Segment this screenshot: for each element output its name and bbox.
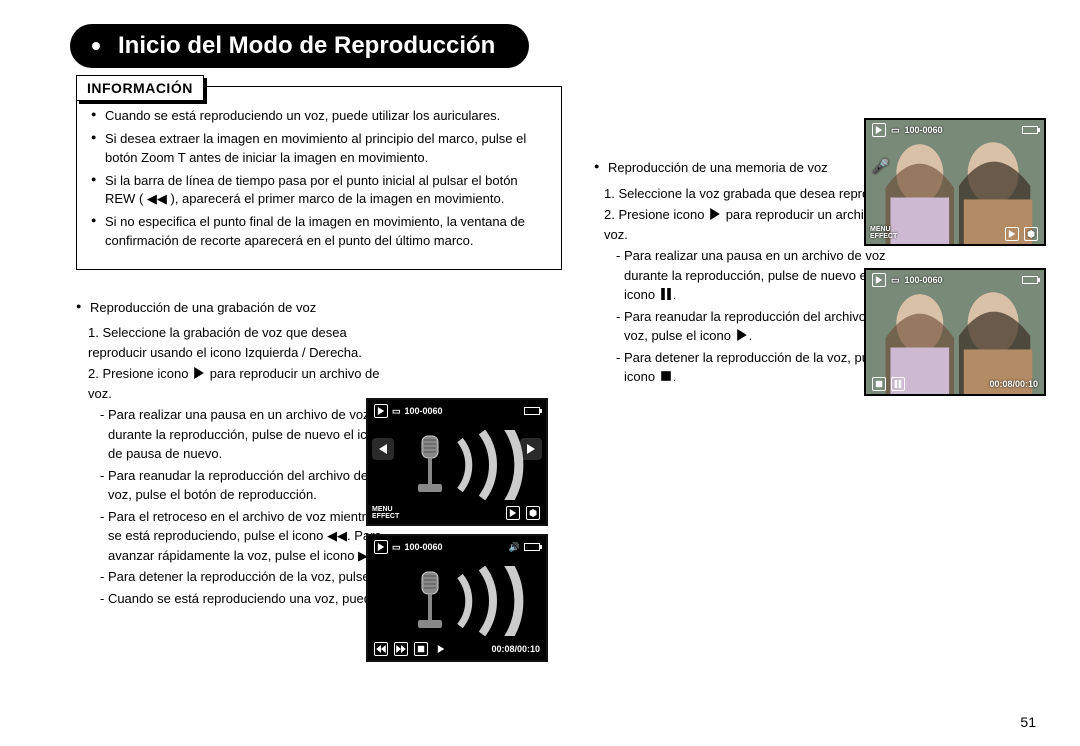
text: . bbox=[749, 328, 753, 343]
right-sub: - Para reanudar la reproducción del arch… bbox=[616, 307, 904, 346]
left-step-1: 1. Seleccione la grabación de voz que de… bbox=[88, 323, 388, 362]
page-number: 51 bbox=[1020, 714, 1036, 730]
lock-icon[interactable]: ⬢ bbox=[526, 506, 540, 520]
prev-icon[interactable] bbox=[372, 438, 394, 460]
card-icon: ▭ bbox=[891, 125, 900, 136]
right-sub: - Para realizar una pausa en un archivo … bbox=[616, 246, 904, 305]
lcd-photo-browse: ▭ 100-0060 🎤 MENUEFFECT ⬢ bbox=[864, 118, 1046, 246]
sound-waves-icon bbox=[452, 566, 542, 636]
text: 2. Presione icono bbox=[88, 366, 192, 381]
right-step-1: 1. Seleccione la voz grabada que desea r… bbox=[604, 184, 904, 204]
battery-icon bbox=[1022, 126, 1038, 134]
lcd-photo-playing: ▭ 100-0060 00:08/00:10 bbox=[864, 268, 1046, 396]
rew-icon[interactable] bbox=[374, 642, 388, 656]
right-sub: - Para detener la reproducción de la voz… bbox=[616, 348, 904, 387]
title-bullet-icon bbox=[90, 40, 102, 52]
right-step-2: 2. Presione icono para reproducir un arc… bbox=[604, 205, 904, 244]
page-title-bar: Inicio del Modo de Reproducción bbox=[70, 24, 1040, 68]
lock-icon[interactable]: ⬢ bbox=[1024, 227, 1038, 241]
pause-icon bbox=[659, 288, 673, 300]
ff-icon[interactable] bbox=[394, 642, 408, 656]
play-icon[interactable] bbox=[434, 642, 448, 656]
lcd-time: 00:08/00:10 bbox=[491, 644, 540, 654]
left-sub: - Para realizar una pausa en un archivo … bbox=[100, 405, 390, 464]
info-item: Si desea extraer la imagen en movimiento… bbox=[91, 130, 547, 168]
text: 2. Presione icono bbox=[604, 207, 708, 222]
left-sub: - Para reanudar la reproducción del arch… bbox=[100, 466, 390, 505]
info-label: INFORMACIÓN bbox=[76, 75, 204, 101]
play-mode-icon bbox=[374, 404, 388, 418]
lcd-file-id: 100-0060 bbox=[905, 275, 943, 285]
speaker-icon: 🔊 bbox=[509, 542, 520, 553]
left-sub: - Para el retroceso en el archivo de voz… bbox=[100, 507, 390, 566]
lcd-voice-playing: ▭ 100-0060 🔊 00:08/00:10 bbox=[366, 534, 548, 662]
play-mode-icon bbox=[374, 540, 388, 554]
battery-icon bbox=[1022, 276, 1038, 284]
text: . bbox=[673, 287, 677, 302]
stop-icon[interactable] bbox=[414, 642, 428, 656]
left-section-heading: Reproducción de una grabación de voz bbox=[76, 298, 570, 318]
lcd-time: 00:08/00:10 bbox=[989, 379, 1038, 389]
stop-icon[interactable] bbox=[872, 377, 886, 391]
page-title: Inicio del Modo de Reproducción bbox=[118, 32, 495, 60]
lcd-file-id: 100-0060 bbox=[905, 125, 943, 135]
lcd-file-id: 100-0060 bbox=[405, 406, 443, 416]
play-button-icon[interactable] bbox=[1005, 227, 1019, 241]
play-mode-icon bbox=[872, 123, 886, 137]
lcd-voice-browse: ▭ 100-0060 MENUEFFECT ⬢ bbox=[366, 398, 548, 526]
sound-waves-icon bbox=[452, 430, 542, 500]
info-item: Si la barra de línea de tiempo pasa por … bbox=[91, 172, 547, 210]
left-step-2: 2. Presione icono para reproducir un arc… bbox=[88, 364, 388, 403]
info-box: INFORMACIÓN Cuando se está reproduciendo… bbox=[76, 86, 562, 270]
microphone-icon bbox=[412, 570, 448, 640]
play-icon bbox=[708, 208, 722, 220]
info-item: Si no especifica el punto final de la im… bbox=[91, 213, 547, 251]
battery-icon bbox=[524, 407, 540, 415]
battery-icon bbox=[524, 543, 540, 551]
play-icon bbox=[192, 367, 206, 379]
voice-memo-icon: 🎤 bbox=[872, 158, 889, 175]
microphone-icon bbox=[412, 434, 448, 504]
pause-icon[interactable] bbox=[891, 377, 905, 391]
card-icon: ▭ bbox=[392, 406, 401, 417]
text: - Para realizar una pausa en un archivo … bbox=[616, 248, 886, 302]
card-icon: ▭ bbox=[392, 542, 401, 553]
lcd-file-id: 100-0060 bbox=[405, 542, 443, 552]
play-icon bbox=[735, 329, 749, 341]
card-icon: ▭ bbox=[891, 275, 900, 286]
play-mode-icon bbox=[872, 273, 886, 287]
info-item: Cuando se está reproduciendo un voz, pue… bbox=[91, 107, 547, 126]
play-button-icon[interactable] bbox=[506, 506, 520, 520]
stop-icon bbox=[659, 370, 673, 382]
text: . bbox=[673, 369, 677, 384]
